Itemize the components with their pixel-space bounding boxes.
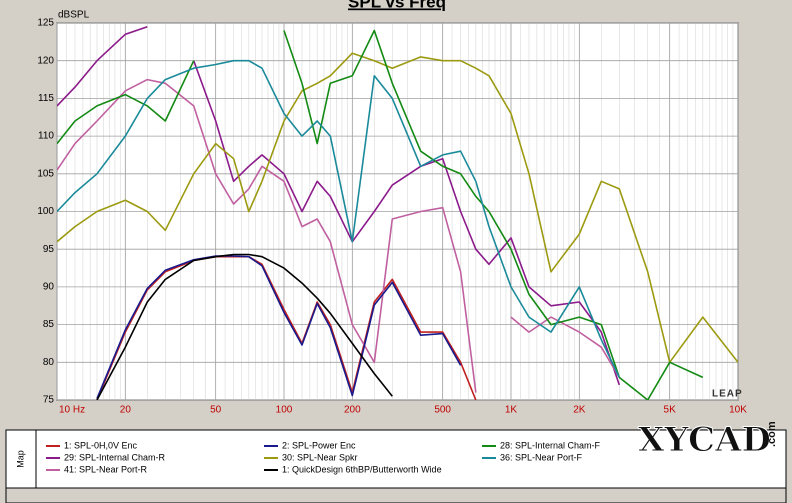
legend-entry: 41: SPL-Near Port-R: [64, 464, 148, 474]
site-suffix: .com: [766, 421, 778, 447]
x-tick-label: 20: [120, 405, 132, 416]
x-tick-label: 1K: [505, 405, 518, 416]
y-tick-label: 100: [37, 206, 54, 217]
x-tick-label: 200: [344, 405, 361, 416]
legend-entry: 36: SPL-Near Port-F: [500, 452, 583, 462]
x-tick-label: 50: [210, 405, 222, 416]
y-tick-label: 105: [37, 168, 54, 179]
legend-entry: 30: SPL-Near Spkr: [282, 452, 358, 462]
legend-entry: 1: QuickDesign 6thBP/Butterworth Wide: [282, 464, 442, 474]
y-tick-label: 85: [43, 319, 55, 330]
grid: [56, 22, 739, 401]
legend-entry: 2: SPL-Power Enc: [282, 440, 356, 450]
y-tick-label: 110: [38, 131, 54, 142]
site-mark: XYCAD: [638, 420, 771, 460]
legend-entry: 29: SPL-Internal Cham-R: [64, 452, 166, 462]
y-tick-label: 115: [38, 93, 54, 104]
series-line: [96, 253, 393, 400]
series-line: [57, 52, 738, 364]
legend-entry: 1: SPL-0H,0V Enc: [64, 440, 138, 450]
y-tick-label: 90: [43, 282, 55, 293]
y-tick-label: 120: [37, 55, 54, 66]
y-tick-label: 80: [43, 357, 55, 368]
watermark: LEAP: [712, 389, 743, 400]
legend-panel: [5, 429, 787, 489]
series-line: [57, 29, 704, 400]
series-line: [57, 78, 620, 393]
legend-label: Map: [15, 450, 25, 468]
status-strip: [5, 487, 787, 503]
y-axis-label: dBSPL: [58, 10, 90, 21]
legend-entry: 28: SPL-Internal Cham-F: [500, 440, 601, 450]
y-tick-label: 75: [43, 395, 55, 406]
series-line: [96, 255, 477, 400]
lines: [57, 26, 738, 400]
chart-title: SPL vs Freq: [348, 0, 446, 11]
y-tick-label: 125: [37, 18, 54, 29]
y-tick-label: 95: [43, 244, 55, 255]
series-line: [96, 255, 462, 399]
x-tick-label: 2K: [573, 405, 586, 416]
x-tick-label: 100: [276, 405, 293, 416]
x-tick-label: 5K: [664, 405, 677, 416]
x-tick-label: 500: [434, 405, 451, 416]
x-tick-label: 10K: [729, 405, 747, 416]
series-line: [57, 59, 621, 378]
x-tick-label: 10 Hz: [59, 405, 85, 416]
series-line: [57, 26, 621, 386]
